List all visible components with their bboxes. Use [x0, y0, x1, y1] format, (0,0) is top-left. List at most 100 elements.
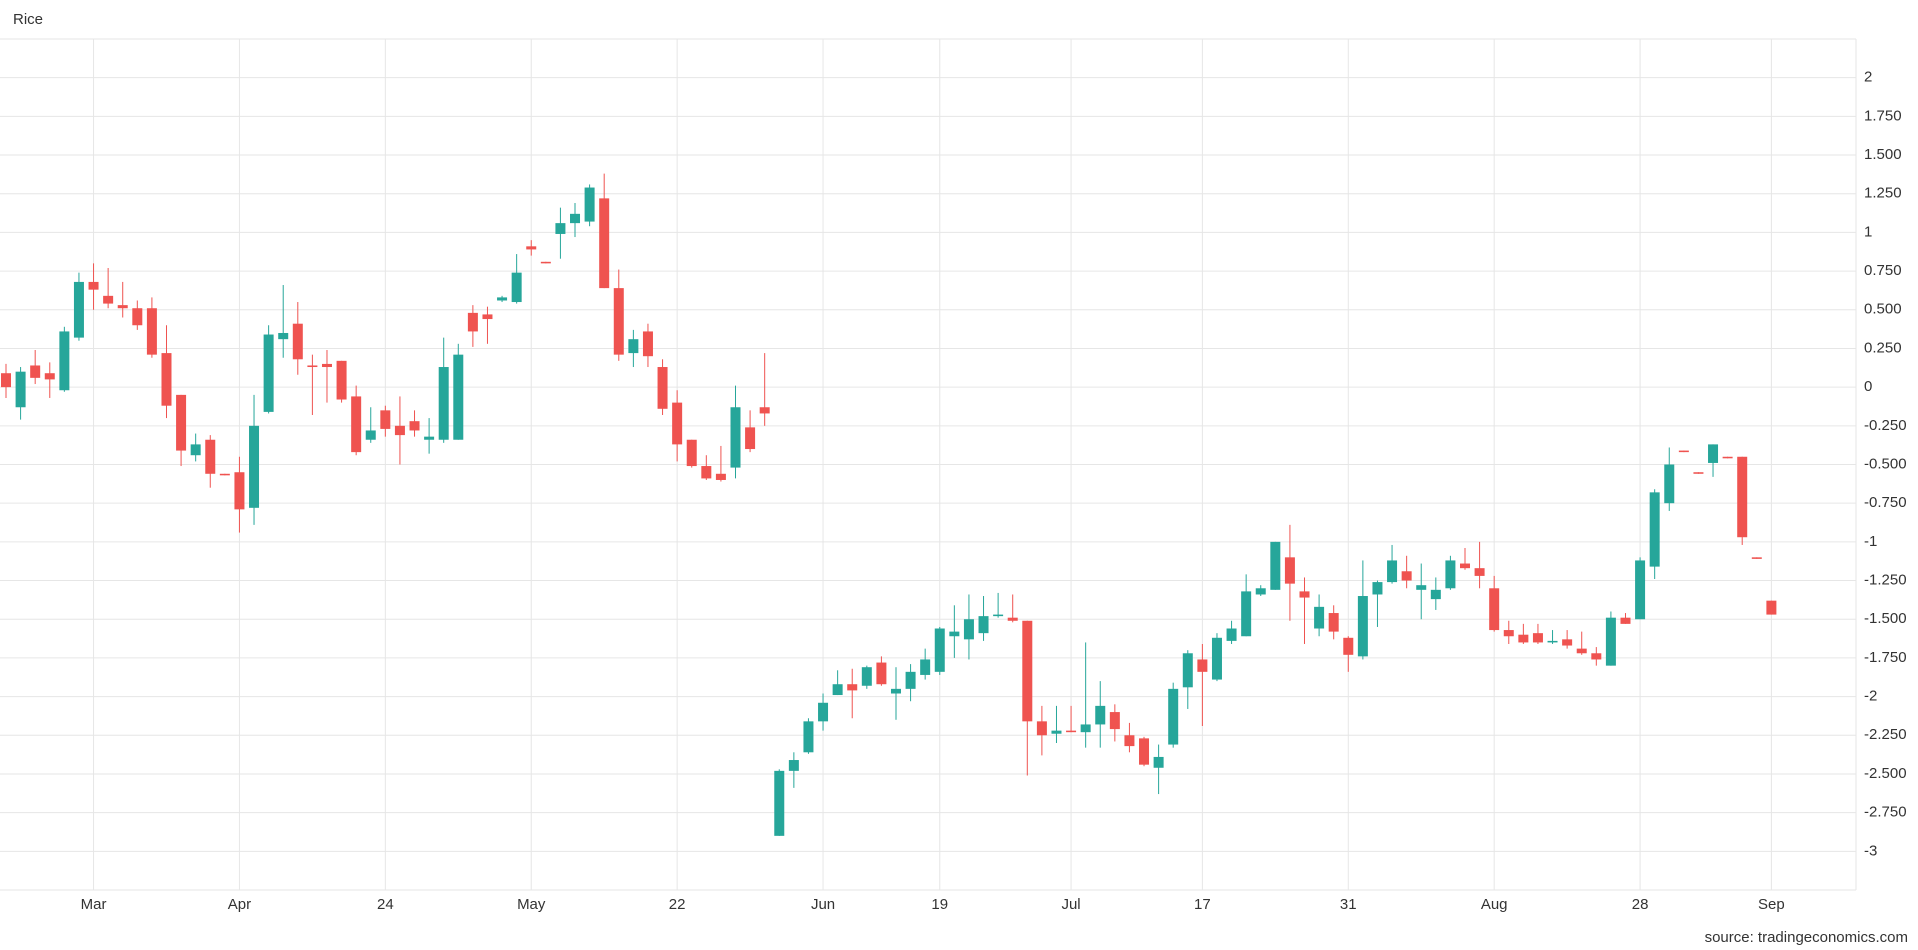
- candle-body: [1284, 557, 1295, 584]
- candle-body: [1751, 557, 1762, 559]
- candle-body: [1299, 591, 1310, 598]
- candle-body: [307, 365, 318, 368]
- candle-body: [905, 671, 916, 689]
- candle-body: [1737, 456, 1748, 538]
- candle-body: [1197, 659, 1208, 672]
- candle-body: [278, 332, 289, 340]
- candle-body: [599, 198, 610, 289]
- candle-body: [1416, 585, 1427, 590]
- y-tick-label: -1.750: [1864, 649, 1907, 666]
- y-tick-label: -1.250: [1864, 572, 1907, 589]
- y-tick-label: -0.750: [1864, 494, 1907, 511]
- y-tick-label: 1.250: [1864, 185, 1902, 202]
- y-tick-label: -1.500: [1864, 610, 1907, 627]
- candle-body: [540, 261, 551, 264]
- candle-body: [1532, 633, 1543, 643]
- candle-body: [1693, 472, 1704, 474]
- candle-body: [701, 466, 712, 479]
- y-tick-label: -0.500: [1864, 455, 1907, 472]
- candle-body: [934, 628, 945, 672]
- candle-body: [1489, 588, 1500, 631]
- candle-body: [1343, 637, 1354, 655]
- candle-body: [1503, 630, 1514, 637]
- candle-body: [249, 425, 260, 508]
- candle-body: [511, 272, 522, 303]
- x-tick-label: 17: [1194, 896, 1211, 913]
- candle-body: [978, 616, 989, 634]
- candle-body: [1226, 628, 1237, 641]
- candle-body: [1518, 634, 1529, 643]
- candle-body: [745, 427, 756, 450]
- candle-body: [1, 373, 11, 388]
- candle-body: [1109, 712, 1120, 730]
- candle-body: [146, 308, 157, 355]
- candle-body: [380, 410, 391, 429]
- y-tick-label: 0.750: [1864, 262, 1902, 279]
- candle-body: [365, 430, 376, 440]
- candle-body: [351, 396, 362, 453]
- y-tick-label: -2.500: [1864, 765, 1907, 782]
- candle-body: [409, 421, 420, 431]
- y-tick-label: -2.250: [1864, 726, 1907, 743]
- candle-body: [424, 436, 435, 440]
- candle-body: [117, 305, 128, 309]
- candle-body: [263, 334, 274, 412]
- candle-body: [686, 439, 697, 467]
- candle-body: [555, 223, 566, 234]
- candle-body: [1051, 730, 1062, 734]
- candle-body: [949, 631, 960, 637]
- candle-body: [1664, 464, 1675, 504]
- x-tick-label: 24: [377, 896, 394, 913]
- candle-body: [321, 363, 332, 368]
- source-note: source: tradingeconomics.com: [1705, 929, 1908, 946]
- candle-body: [1605, 617, 1616, 666]
- y-tick-label: -2: [1864, 688, 1877, 705]
- candle-body: [205, 439, 216, 474]
- candle-body: [788, 760, 799, 771]
- y-tick-label: 2: [1864, 69, 1872, 86]
- y-tick-label: -3: [1864, 842, 1877, 859]
- candle-body: [1445, 560, 1456, 589]
- candle-body: [890, 688, 901, 694]
- candle-body: [30, 365, 41, 378]
- candle-body: [336, 360, 347, 400]
- candle-body: [1241, 591, 1252, 637]
- candle-body: [570, 213, 581, 224]
- candle-body: [176, 394, 187, 451]
- y-tick-label: 1.750: [1864, 107, 1902, 124]
- x-tick-label: Jul: [1061, 896, 1080, 913]
- candle-body: [1678, 450, 1689, 453]
- x-tick-label: May: [517, 896, 546, 913]
- candle-body: [73, 281, 84, 338]
- candle-body: [190, 444, 201, 456]
- candle-body: [292, 323, 303, 360]
- x-tick-label: 19: [931, 896, 948, 913]
- candle-body: [920, 659, 931, 675]
- y-tick-label: 1: [1864, 223, 1872, 240]
- candle-body: [1401, 571, 1412, 581]
- candle-body: [1722, 456, 1733, 459]
- candle-body: [394, 425, 405, 436]
- candle-body: [1708, 444, 1719, 463]
- x-tick-label: 31: [1340, 896, 1357, 913]
- candle-body: [1080, 724, 1091, 733]
- x-tick-label: Mar: [81, 896, 107, 913]
- candle-body: [1314, 606, 1325, 629]
- candle-body: [132, 308, 143, 326]
- candle-body: [584, 187, 595, 222]
- y-tick-label: -1: [1864, 533, 1877, 550]
- candle-body: [1007, 617, 1018, 621]
- candle-body: [672, 402, 683, 445]
- candle-body: [1430, 589, 1441, 600]
- candle-body: [1635, 560, 1646, 620]
- y-tick-label: -2.750: [1864, 804, 1907, 821]
- candle-body: [1153, 756, 1164, 768]
- chart-title: Rice: [13, 11, 43, 28]
- candle-body: [818, 702, 829, 722]
- candle-body: [1620, 617, 1631, 624]
- candle-body: [467, 312, 478, 332]
- candle-body: [1270, 541, 1281, 590]
- candle-body: [1766, 600, 1777, 615]
- candle-body: [1139, 738, 1150, 765]
